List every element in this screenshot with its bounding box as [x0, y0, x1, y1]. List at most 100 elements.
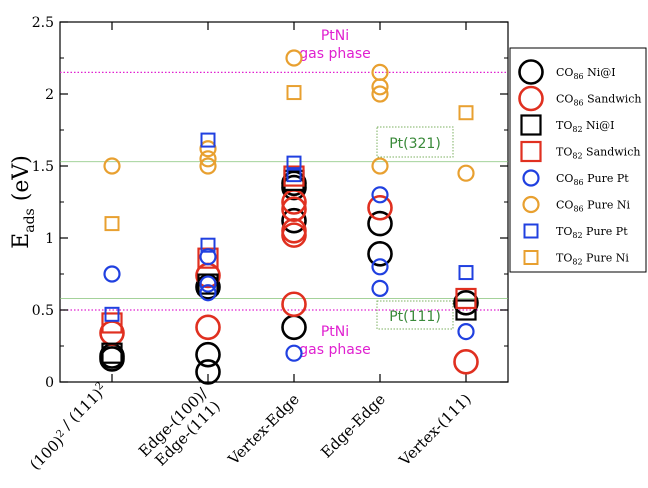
legend-label-rest: Ni@I [584, 66, 616, 79]
data-point-square [458, 105, 474, 121]
x-category-label-4: Vertex-(111) [395, 390, 475, 470]
legend-label-sub: 82 [572, 152, 582, 161]
pt321-box [376, 126, 454, 158]
series-5 [103, 49, 475, 182]
data-point-circle [371, 85, 389, 103]
legend-label-rest: Sandwich [584, 93, 642, 106]
legend-marker-circle [522, 195, 540, 214]
series-6 [104, 132, 474, 322]
data-point-circle [453, 349, 479, 375]
data-point-circle [103, 157, 121, 175]
data-point-circle [285, 49, 303, 67]
series-4 [103, 186, 475, 362]
series-1 [99, 189, 479, 375]
legend-label-sub: 82 [572, 258, 582, 267]
y-axis-label-sub: ads [22, 208, 38, 233]
data-point-square [197, 273, 219, 295]
annotations: PtNi gas phase PtNi gas phase Pt(321) Pt(111) [299, 28, 454, 358]
legend-label-main: TO [556, 225, 572, 238]
data-point-circle [453, 289, 479, 316]
legend-label-sub: 82 [572, 125, 582, 134]
data-point-circle [281, 207, 307, 234]
data-point-circle [371, 186, 389, 204]
x-category-label-line1: Vertex-Edge [224, 390, 303, 469]
data-point-square [455, 287, 477, 310]
data-point-circle [281, 222, 307, 248]
data-point-square [286, 167, 302, 183]
data-point-circle [457, 323, 475, 341]
x-category-label-text: Vertex-(111) [395, 390, 475, 470]
data-point-circle [281, 174, 307, 201]
x-category-label-line1: Vertex-(111) [395, 390, 475, 470]
legend-label-rest: Pure Ni [583, 252, 630, 265]
pt321-label: Pt(321) [389, 136, 441, 152]
data-point-square [101, 342, 123, 364]
data-point-circle [457, 164, 475, 182]
x-category-label-text: Vertex-Edge [224, 390, 303, 469]
ptni-gas-bottom-line2: gas phase [299, 342, 370, 358]
legend-label-main: CO [556, 199, 573, 212]
legend-label-rest: Sandwich [583, 146, 641, 159]
data-point-circle [367, 194, 393, 221]
data-point-circle [195, 314, 221, 341]
legend-label-main: CO [556, 93, 573, 106]
data-point-circle [367, 210, 393, 237]
y-tick-label: 0.5 [32, 303, 54, 319]
data-point-square [286, 85, 302, 101]
series-0 [99, 170, 479, 385]
legend-marker-square [520, 140, 542, 163]
legend-label-3: TO82 Sandwich [556, 146, 640, 161]
data-point-circle [281, 196, 307, 222]
data-point-circle [371, 279, 389, 297]
pt111-box [376, 300, 454, 330]
data-point-circle [195, 359, 221, 385]
x-category-label-2: Vertex-Edge [224, 390, 303, 469]
legend-marker-circle [522, 169, 540, 187]
ptni-gas-top-line2: gas phase [299, 46, 370, 62]
y-axis-label-unit: (eV) [9, 155, 34, 208]
x-category-label-line1: (100)2 / (111)2 [22, 380, 115, 473]
data-point-circle [199, 157, 217, 175]
ptni-gas-bottom-line1: PtNi [321, 324, 349, 340]
data-point-circle [371, 157, 389, 175]
series-3 [101, 165, 477, 334]
legend-label-sub: 82 [572, 231, 582, 240]
series-7 [104, 85, 474, 232]
legend-label-sub: 86 [573, 72, 583, 81]
legend-marker-square [523, 223, 539, 239]
ptni-gas-top-line1: PtNi [321, 28, 349, 44]
x-category-label-3: Edge-Edge [317, 390, 389, 462]
legend-label-main: TO [556, 146, 572, 159]
legend-marker-circle [518, 59, 544, 85]
y-tick-label: 0 [45, 375, 54, 391]
y-axis-label-main: E [9, 233, 34, 249]
x-category-label-text: Edge-Edge [317, 390, 389, 462]
data-point-circle [199, 284, 217, 302]
legend-label-4: CO86 Pure Pt [556, 172, 629, 187]
legend-label-rest: Pure Ni [584, 199, 631, 212]
legend-label-main: CO [556, 172, 573, 185]
data-point-square [104, 306, 120, 322]
legend-label-main: TO [556, 252, 572, 265]
data-point-circle [285, 344, 303, 362]
legend-label-1: CO86 Sandwich [556, 93, 642, 108]
legend-label-main: TO [556, 119, 572, 132]
legend-label-rest: Pure Pt [583, 225, 629, 238]
legend-label-5: CO86 Pure Ni [556, 199, 630, 214]
data-markers [99, 49, 479, 385]
data-point-square [104, 216, 120, 232]
legend-label-7: TO82 Pure Ni [556, 252, 629, 267]
data-point-square [200, 237, 216, 253]
legend-marker-square [520, 114, 542, 136]
data-point-square [101, 312, 123, 334]
y-axis: 0 0.5 1 1.5 2 2.5 [32, 15, 508, 391]
y-axis-label: Eads (eV) [9, 155, 38, 249]
legend-label-0: CO86 Ni@I [556, 66, 616, 81]
y-tick-label: 2.5 [32, 15, 54, 31]
legend-marker-square [523, 250, 539, 265]
data-point-circle [195, 341, 221, 368]
x-category-label-text: / (111) [55, 385, 107, 437]
data-point-square [455, 299, 477, 321]
